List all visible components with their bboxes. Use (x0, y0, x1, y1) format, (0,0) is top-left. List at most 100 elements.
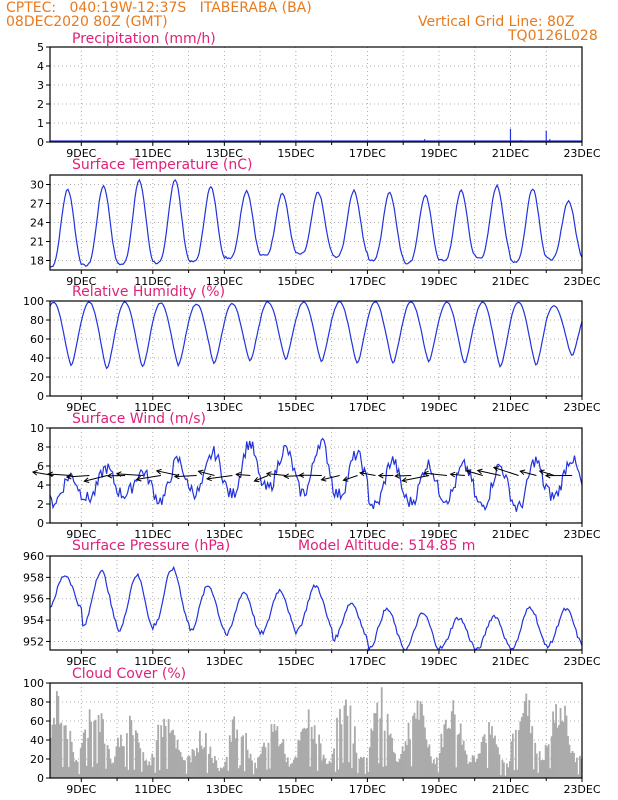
cloud-bar (270, 724, 273, 778)
x-tick-label: 15DEC (277, 401, 314, 414)
cloud-bar (316, 770, 319, 778)
header-grid-line: Vertical Grid Line: 80Z (418, 14, 575, 30)
wind-vector-head (320, 476, 327, 482)
x-tick-label: 19DEC (420, 783, 457, 796)
cloud-bar (412, 715, 414, 778)
cloud-bar (103, 743, 106, 778)
cloud-bar (379, 718, 382, 778)
cloud-bar (535, 753, 538, 778)
cloud-bar (495, 744, 498, 778)
cloud-bar (128, 715, 131, 778)
cloud-bar (145, 760, 148, 778)
cloud-bar (346, 715, 349, 778)
cloud-bar (339, 708, 341, 778)
cloud-bar (506, 763, 508, 778)
cloud-bar (266, 769, 268, 778)
cloud-bar (334, 771, 337, 778)
cloud-bar (143, 760, 146, 778)
wind-vector-head (519, 469, 526, 476)
y-tick-label: 100 (23, 677, 44, 690)
cloud-bar (54, 724, 57, 778)
cloud-bar (225, 756, 228, 778)
y-tick-label: 960 (23, 550, 44, 563)
y-tick-label: 8 (37, 441, 44, 454)
cloud-bar (410, 766, 413, 778)
cloud-bar (395, 761, 398, 778)
cloud-bar (88, 709, 91, 778)
cloud-bar (462, 740, 465, 778)
wind-vector (174, 475, 197, 478)
x-tick-label: 11DEC (134, 275, 171, 288)
y-tick-label: 30 (30, 179, 44, 192)
cloud-bar (477, 753, 480, 778)
x-tick-label: 17DEC (349, 147, 386, 160)
cloud-bar (438, 753, 441, 778)
cloud-bar (471, 755, 474, 778)
cloud-bar (458, 733, 461, 778)
panel-frame (49, 427, 583, 524)
cloud-bar (555, 704, 557, 778)
cloud-bar (325, 764, 328, 778)
x-tick-label: 23DEC (563, 783, 600, 796)
cloud-bar (491, 726, 493, 778)
series-line (49, 178, 583, 268)
cloud-bar (407, 722, 410, 778)
cloud-bar (349, 705, 352, 778)
cloud-bar (489, 734, 492, 778)
wind-vector-head (235, 471, 241, 478)
wind-vector-head (115, 471, 122, 477)
cloud-bar (397, 761, 400, 778)
cloud-bar (318, 734, 321, 778)
cloud-bar (526, 715, 529, 778)
cloud-bar (84, 729, 87, 778)
cloud-bar (115, 746, 118, 778)
cloud-bar (93, 721, 96, 778)
cloud-bar (149, 765, 152, 778)
cloud-bar (61, 766, 64, 778)
cloud-bar (51, 724, 54, 778)
cloud-bar (482, 736, 484, 778)
cloud-bar (398, 759, 401, 778)
cloud-bar (479, 753, 481, 778)
wind-vector (493, 467, 519, 476)
cloud-bar (430, 756, 432, 778)
cloud-bar (564, 705, 566, 778)
cloud-bar (146, 765, 149, 778)
cloud-bar (212, 762, 215, 778)
cloud-bar (100, 713, 103, 778)
wind-vector-head (476, 468, 483, 475)
cloud-bar (99, 732, 101, 778)
cloud-bar (403, 751, 405, 778)
cloud-bar (190, 762, 192, 778)
cloud-bar (120, 734, 122, 778)
cloud-bar (219, 767, 222, 778)
cloud-bar (443, 724, 446, 778)
cloud-bar (210, 757, 213, 778)
cloud-bar (570, 753, 572, 778)
cloud-bar (249, 753, 252, 778)
wind-vector (343, 475, 358, 481)
y-tick-label: 20 (30, 371, 44, 384)
cloud-bar (391, 737, 394, 778)
panel-annotation: Model Altitude: 514.85 m (298, 538, 475, 554)
x-tick-label: 17DEC (349, 783, 386, 796)
cloud-bar (279, 744, 282, 778)
header-run-date: 08DEC2020 80Z (GMT) (6, 14, 168, 30)
cloud-bar (547, 744, 550, 778)
panel-frame (49, 682, 583, 779)
cloud-bar (537, 772, 540, 778)
wind-vector-head (394, 473, 400, 479)
cloud-bar (431, 763, 434, 778)
cloud-bar (386, 713, 389, 778)
cloud-bar (81, 742, 84, 778)
cloud-bar (187, 756, 189, 778)
cloud-bar (425, 739, 428, 778)
cloud-bar (108, 749, 110, 778)
cloud-bar (218, 770, 221, 778)
cloud-bar (468, 761, 471, 778)
cloud-bar (57, 696, 60, 778)
cloud-bar (464, 750, 467, 778)
cloud-bar (121, 745, 124, 778)
cloud-bar (313, 725, 316, 778)
cloud-bar (264, 747, 267, 778)
